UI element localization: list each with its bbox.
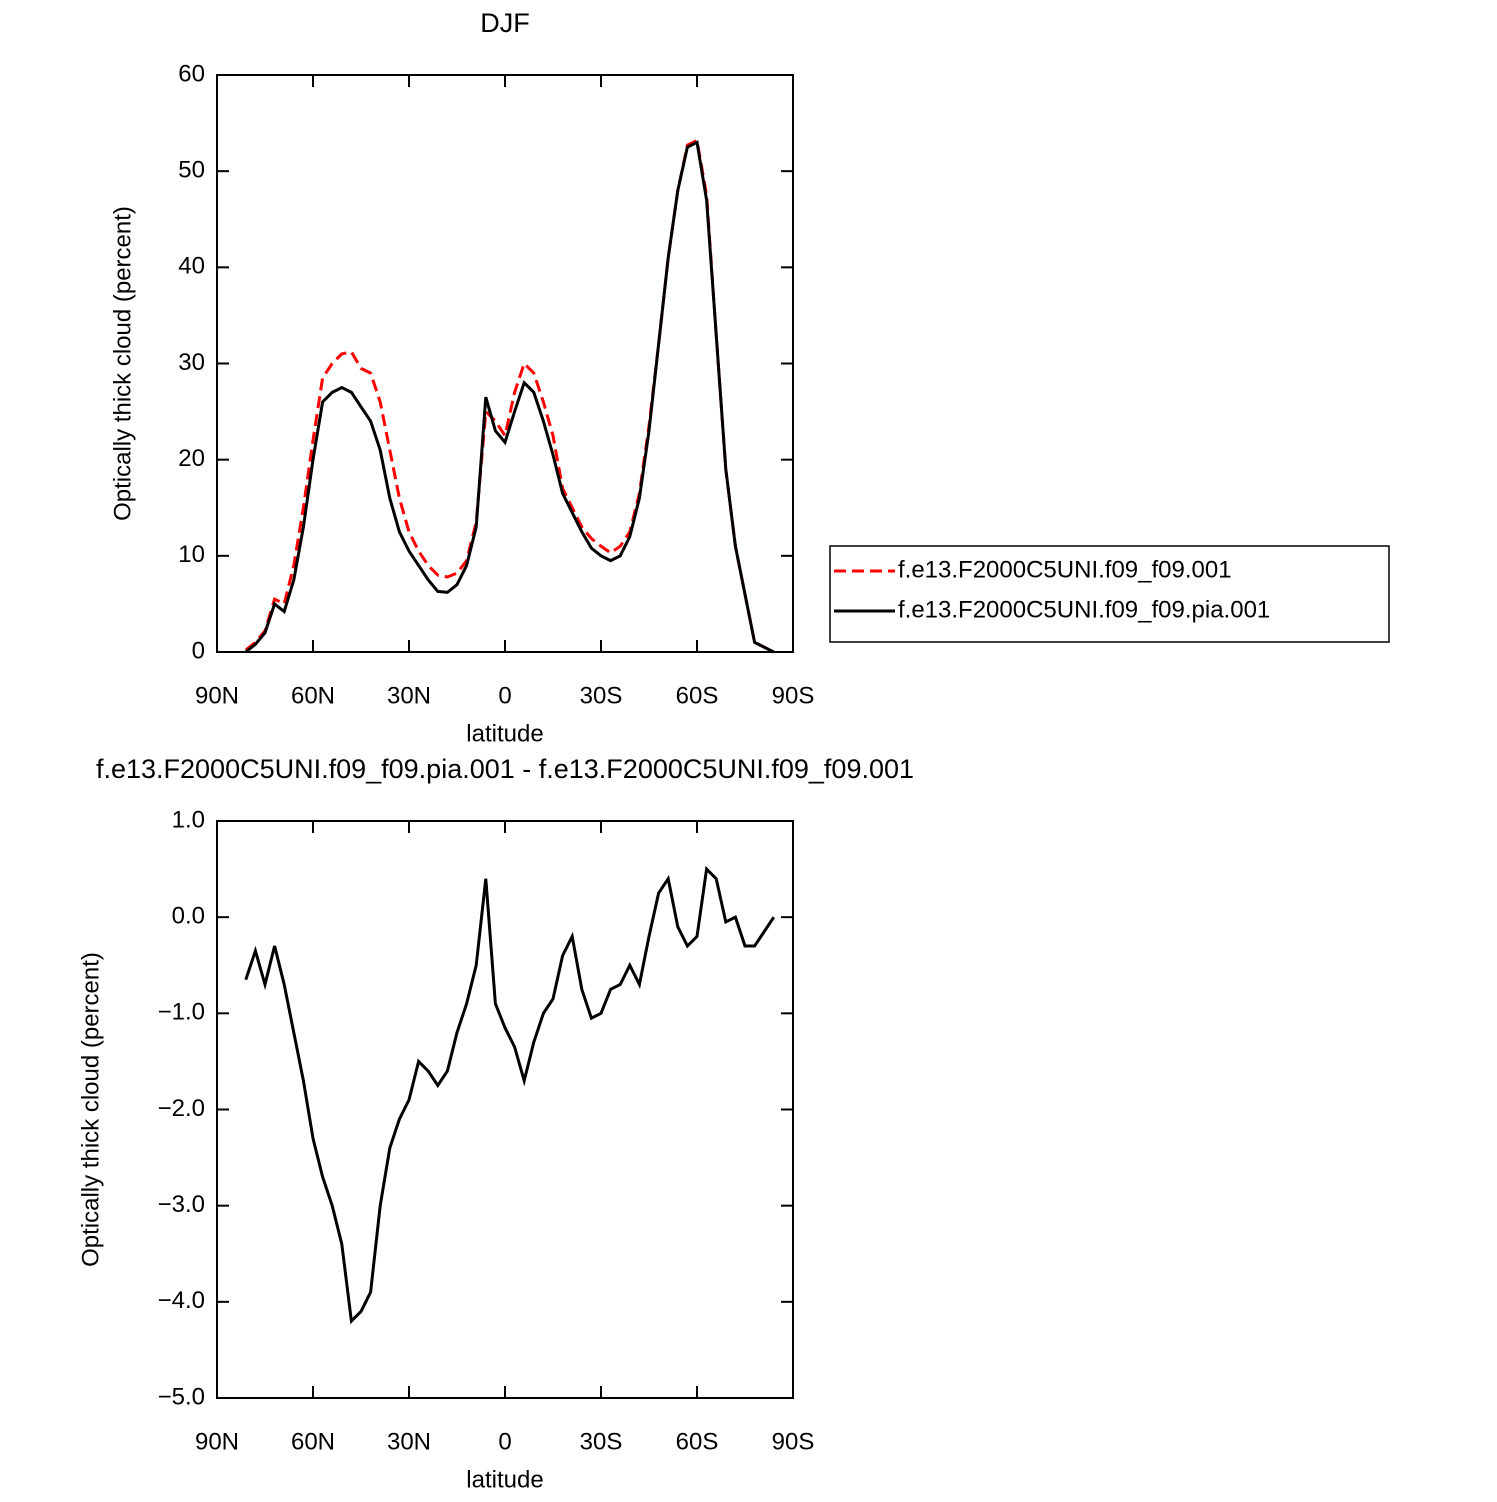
x-tick-label: 60S (676, 682, 719, 709)
y-tick-label: −3.0 (158, 1191, 205, 1218)
y-axis-label: Optically thick cloud (percent) (109, 206, 136, 521)
data-line (244, 138, 775, 654)
y-tick-label: 40 (178, 253, 205, 280)
y-tick-label: 60 (178, 60, 205, 87)
legend-label: f.e13.F2000C5UNI.f09_f09.001 (898, 556, 1232, 583)
y-tick-label: 50 (178, 157, 205, 184)
y-tick-label: −4.0 (158, 1287, 205, 1314)
x-tick-label: 30N (387, 682, 431, 709)
x-tick-label: 0 (498, 682, 511, 709)
chart-title: DJF (480, 8, 530, 38)
x-tick-label: 90S (772, 682, 815, 709)
x-tick-label: 30N (387, 1428, 431, 1455)
x-tick-label: 90N (195, 1428, 239, 1455)
y-tick-label: 0 (192, 637, 205, 664)
plot-frame (216, 74, 794, 653)
x-axis-label: latitude (466, 1466, 543, 1493)
x-tick-label: 0 (498, 1428, 511, 1455)
y-tick-label: 30 (178, 349, 205, 376)
legend-box (829, 545, 1390, 643)
x-axis-label: latitude (466, 720, 543, 747)
chart-title: f.e13.F2000C5UNI.f09_f09.pia.001 - f.e13… (96, 754, 914, 784)
y-tick-label: −2.0 (158, 1095, 205, 1122)
data-line (244, 865, 776, 1325)
x-tick-label: 30S (580, 682, 623, 709)
x-tick-label: 90N (195, 682, 239, 709)
x-tick-label: 30S (580, 1428, 623, 1455)
x-tick-label: 60N (291, 1428, 335, 1455)
y-tick-label: 10 (178, 541, 205, 568)
y-tick-label: 0.0 (172, 903, 205, 930)
y-tick-label: 20 (178, 445, 205, 472)
x-tick-label: 90S (772, 1428, 815, 1455)
y-axis-label: Optically thick cloud (percent) (77, 952, 104, 1267)
y-tick-label: −5.0 (158, 1383, 205, 1410)
y-tick-label: 1.0 (172, 806, 205, 833)
y-tick-label: −1.0 (158, 999, 205, 1026)
x-tick-label: 60S (676, 1428, 719, 1455)
x-tick-label: 60N (291, 682, 335, 709)
legend-label: f.e13.F2000C5UNI.f09_f09.pia.001 (898, 596, 1270, 623)
plot-frame (216, 820, 794, 1399)
data-line (244, 140, 775, 654)
